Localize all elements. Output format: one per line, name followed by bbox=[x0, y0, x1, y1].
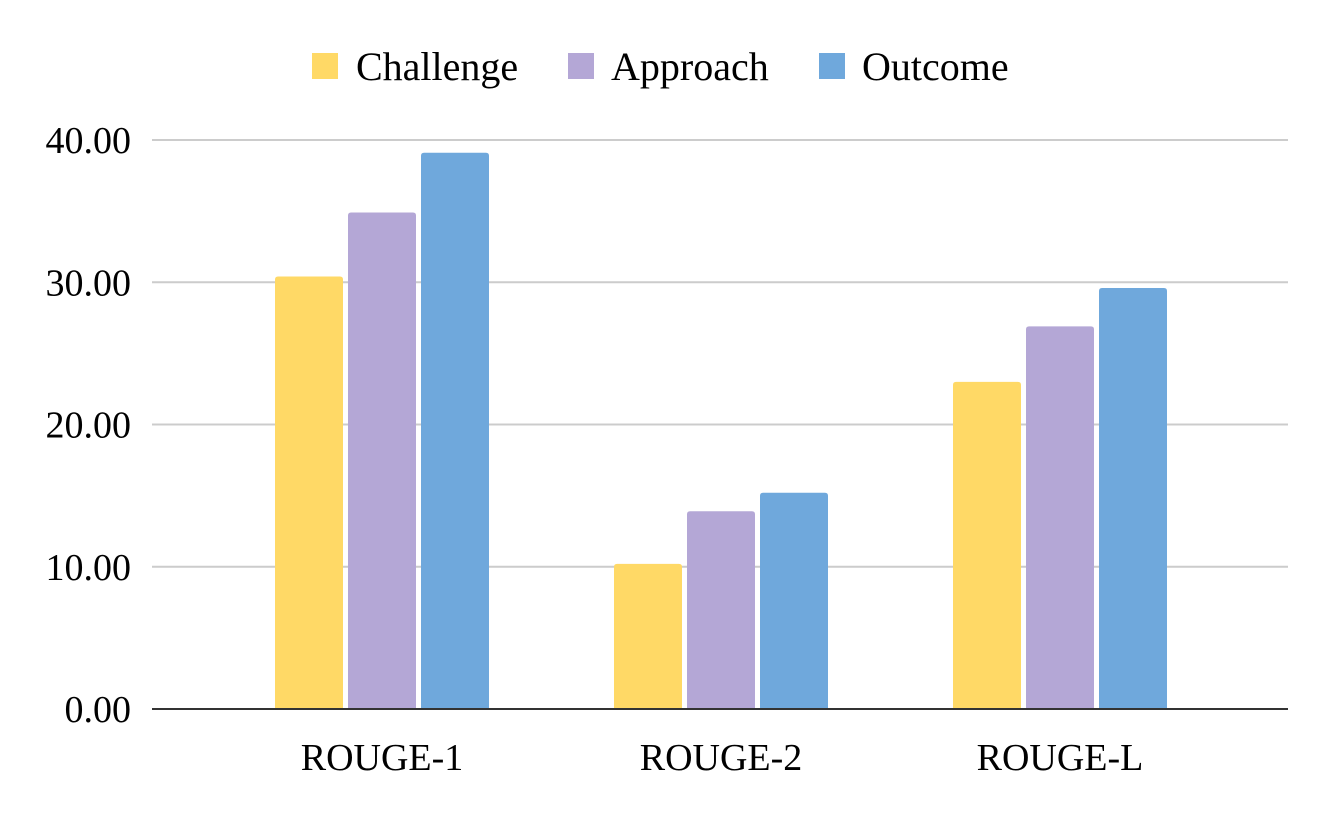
bar-rouge-l-outcome bbox=[1099, 287, 1167, 709]
legend-item-outcome: Outcome bbox=[819, 44, 1009, 89]
legend-item-challenge: Challenge bbox=[312, 44, 518, 89]
legend-label: Challenge bbox=[356, 44, 518, 89]
bar-rouge-l-challenge bbox=[953, 381, 1021, 709]
legend-item-approach: Approach bbox=[568, 44, 769, 89]
bar-rouge-l-approach bbox=[1026, 326, 1094, 709]
legend-swatch bbox=[568, 53, 594, 79]
bar-rouge-2-outcome bbox=[760, 492, 828, 709]
y-tick-label: 20.00 bbox=[46, 405, 132, 447]
x-tick-label: ROUGE-2 bbox=[640, 737, 803, 779]
legend-swatch bbox=[819, 53, 845, 79]
y-tick-label: 10.00 bbox=[46, 547, 132, 589]
legend: Challenge Approach Outcome bbox=[312, 44, 1009, 89]
y-tick-label: 40.00 bbox=[46, 120, 132, 162]
y-tick-label: 30.00 bbox=[46, 262, 132, 304]
bar-rouge-1-challenge bbox=[275, 276, 343, 709]
x-tick-label: ROUGE-L bbox=[977, 737, 1144, 779]
y-tick-label: 0.00 bbox=[65, 689, 132, 731]
bar-rouge-1-approach bbox=[348, 212, 416, 710]
legend-label: Outcome bbox=[862, 44, 1009, 89]
x-tick-labels: ROUGE-1 ROUGE-2 ROUGE-L bbox=[301, 737, 1144, 779]
bar-rouge-1-outcome bbox=[421, 152, 489, 710]
bar-rouge-2-challenge bbox=[614, 563, 682, 709]
bars-layer bbox=[275, 152, 1167, 710]
x-tick-label: ROUGE-1 bbox=[301, 737, 464, 779]
legend-label: Approach bbox=[611, 44, 769, 89]
y-tick-labels: 0.00 10.00 20.00 30.00 40.00 bbox=[46, 120, 132, 731]
legend-swatch bbox=[312, 53, 338, 79]
bar-rouge-2-approach bbox=[687, 511, 755, 709]
